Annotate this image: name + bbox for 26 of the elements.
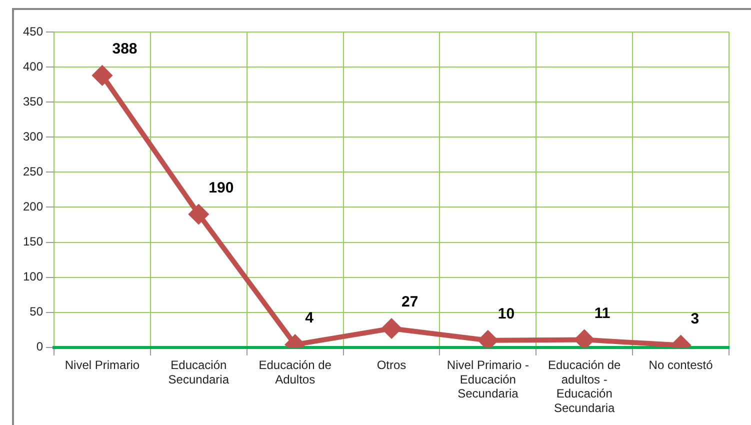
x-tick-label: Nivel Primario - Educación Secundaria (446, 358, 529, 401)
y-tick-label: 200 (22, 200, 44, 214)
y-tick-label: 400 (22, 59, 44, 74)
point (382, 318, 402, 338)
y-tick-label: 450 (22, 24, 44, 38)
y-tick-label: 300 (22, 129, 44, 144)
x-tick-label: No contestó (648, 358, 714, 372)
data-label: 27 (402, 294, 418, 311)
x-tick-label: Educación de Adultos (258, 358, 332, 386)
y-tick-label: 150 (22, 234, 44, 249)
point (92, 66, 112, 85)
data-label: 190 (208, 179, 234, 196)
y-tick-label: 250 (22, 164, 44, 178)
x-tick-label: Educación Secundaria (168, 358, 230, 386)
data-label: 388 (112, 40, 138, 58)
y-tick-label: 0 (36, 340, 44, 354)
data-label: 4 (305, 310, 314, 327)
y-tick-label: 50 (30, 304, 44, 319)
x-tick-label: Otros (376, 358, 406, 372)
y-tick-label: 100 (22, 270, 44, 284)
point (574, 330, 594, 348)
y-tick-label: 350 (22, 94, 44, 108)
point (189, 204, 208, 224)
data-label: 3 (690, 310, 700, 328)
x-tick-label: Educación de adultos - Educación Secundaria (548, 358, 622, 416)
x-tick-label: Nivel Primario (64, 358, 140, 372)
